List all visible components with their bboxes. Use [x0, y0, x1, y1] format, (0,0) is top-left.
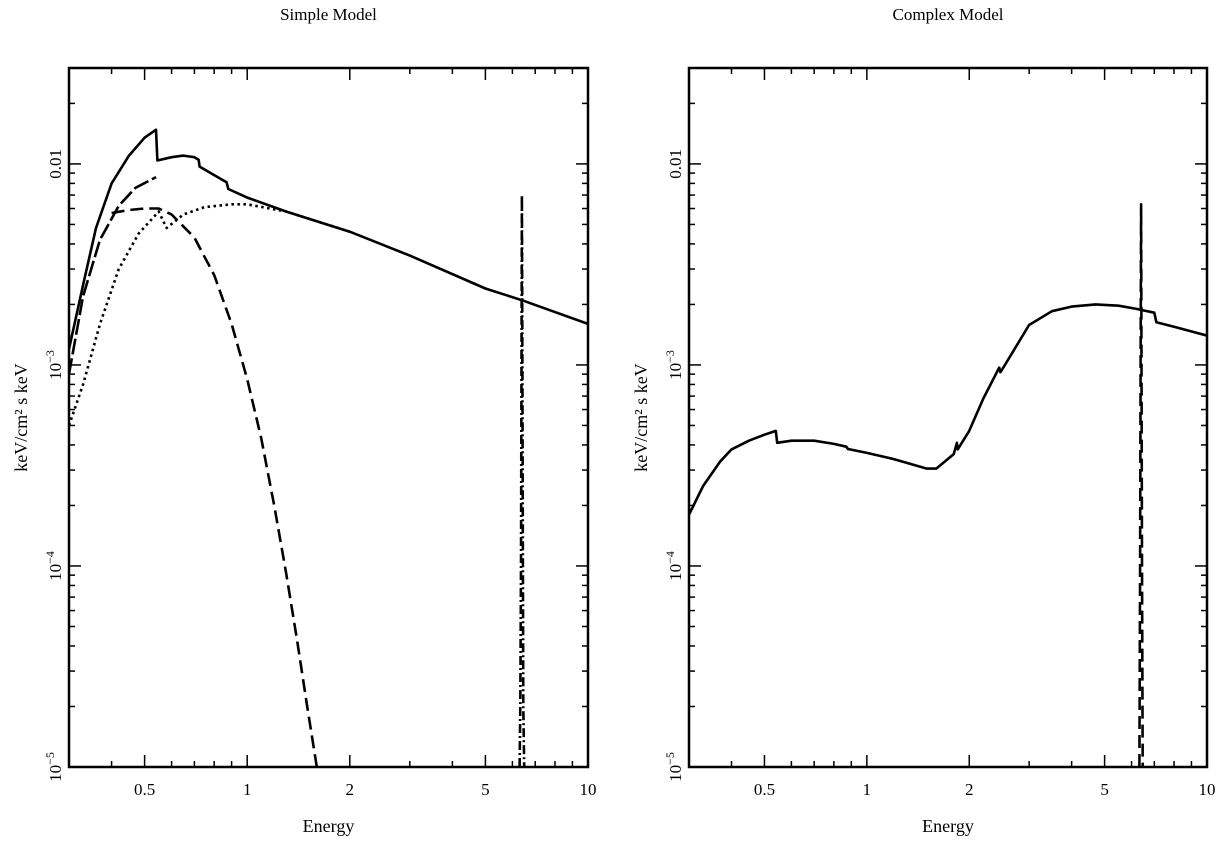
y-axis-label: keV/cm² s keV — [631, 363, 651, 471]
y-tick-label: 10−5 — [663, 752, 685, 782]
series-solid-line — [69, 128, 588, 350]
x-tick-label: 0.5 — [134, 780, 155, 799]
y-tick-label: 10−5 — [43, 752, 65, 782]
x-tick-label: 0.5 — [754, 780, 775, 799]
y-tick-base: 10 — [666, 564, 685, 581]
y-tick-exponent: −5 — [43, 752, 57, 765]
x-axis-label: Energy — [303, 816, 355, 836]
y-tick-exponent: −4 — [663, 551, 677, 564]
y-tick-base: 10 — [46, 564, 65, 581]
chart-title: Simple Model — [280, 5, 377, 24]
x-tick-label: 1 — [243, 780, 252, 799]
y-tick-exponent: −5 — [663, 752, 677, 765]
y-tick-base: 10 — [46, 363, 65, 380]
x-tick-label: 10 — [1199, 780, 1216, 799]
x-tick-label: 5 — [1100, 780, 1109, 799]
series-dash-dot-line — [518, 193, 526, 767]
x-tick-label: 10 — [580, 780, 597, 799]
y-tick-base: 10 — [666, 765, 685, 782]
x-tick-label: 2 — [965, 780, 974, 799]
series-long-dash-line — [69, 175, 157, 375]
y-tick-label: 10−4 — [43, 551, 65, 581]
series-dashed-line — [1138, 203, 1144, 767]
x-axis-label: Energy — [922, 816, 974, 836]
x-tick-label: 5 — [481, 780, 490, 799]
panel-2: Complex Model Energy keV/cm² s keV 0.5 1 2 5 10… — [631, 5, 1216, 836]
y-tick-label: 0.01 — [46, 149, 65, 179]
y-tick-exponent: −3 — [663, 350, 677, 363]
series-dotted-line — [69, 203, 351, 426]
y-tick-label: 0.01 — [666, 149, 685, 179]
y-tick-base: 10 — [666, 363, 685, 380]
y-axis-label: keV/cm² s keV — [11, 363, 31, 471]
y-tick-exponent: −3 — [43, 350, 57, 363]
chart-title: Complex Model — [893, 5, 1004, 24]
x-tick-label: 1 — [863, 780, 872, 799]
y-tick-base: 10 — [46, 765, 65, 782]
series-solid-line — [689, 303, 1207, 516]
x-tick-label: 2 — [346, 780, 355, 799]
y-tick-label: 10−4 — [663, 551, 685, 581]
plot-frame — [67, 66, 590, 769]
y-tick-exponent: −4 — [43, 551, 57, 564]
y-tick-label: 10−3 — [43, 350, 65, 380]
plot-frame — [687, 66, 1209, 769]
y-tick-label: 10−3 — [663, 350, 685, 380]
series-dashed-line — [111, 207, 319, 767]
